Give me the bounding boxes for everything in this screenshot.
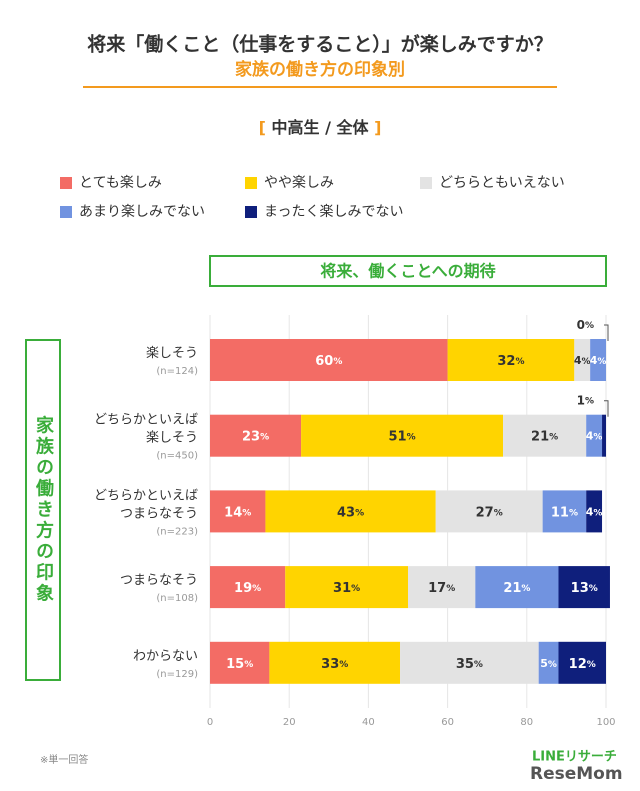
bar-segment: [210, 566, 286, 609]
bar-segment: [590, 339, 606, 381]
y-tick-label: どちらかといえばつまらなそう: [94, 488, 198, 521]
leader-line: [604, 400, 609, 417]
bar-segment: [435, 490, 543, 533]
value-label: 21%: [531, 429, 558, 444]
bar-segment: [269, 641, 401, 684]
bar-segment: [558, 641, 606, 684]
y-tick-label: 楽しそう: [146, 345, 198, 361]
bar-segment: [538, 641, 559, 684]
bar-segment: [301, 414, 504, 457]
value-label: 33%: [321, 656, 348, 671]
value-label: 51%: [388, 429, 415, 444]
value-label: 4%: [590, 354, 607, 367]
legend-swatch: [245, 206, 257, 218]
legend-label: やや楽しみ: [264, 175, 334, 191]
value-label: 14%: [224, 505, 251, 520]
value-label: 11%: [551, 505, 578, 520]
bar-segment: [285, 566, 408, 609]
bar-segment: [210, 339, 448, 381]
y-tick-label: どちらかといえば楽しそう: [94, 412, 198, 445]
bar-segment: [542, 490, 587, 533]
legend-label: とても楽しみ: [79, 175, 162, 191]
value-label: 4%: [586, 430, 603, 443]
legend-swatch: [420, 177, 432, 189]
value-label: 23%: [242, 429, 269, 444]
x-tick-label: 40: [362, 717, 375, 728]
legend-swatch: [60, 177, 72, 189]
category-note: (n=124): [156, 366, 198, 377]
y-tick-label: つまらなそう: [120, 573, 198, 588]
bar-segment: [475, 566, 559, 609]
value-label: 13%: [571, 581, 598, 596]
category-axis-box: [25, 339, 61, 681]
bar-segment: [586, 490, 603, 533]
category-note: (n=108): [156, 593, 198, 604]
value-label: 27%: [476, 505, 503, 520]
value-label: 31%: [333, 581, 360, 596]
x-tick-label: 60: [441, 717, 454, 728]
value-label: 43%: [337, 505, 364, 520]
legend-swatch: [60, 206, 72, 218]
value-label: 17%: [428, 581, 455, 596]
value-label: 19%: [234, 581, 261, 596]
category-axis-label: 家族の働き方の印象: [33, 414, 55, 604]
bar-segment: [210, 414, 302, 457]
value-label: 0%: [577, 318, 594, 332]
bar-segment: [210, 641, 270, 684]
bar-segment: [210, 490, 266, 533]
value-label: 4%: [586, 505, 603, 518]
header-box: [209, 255, 607, 287]
value-label: 21%: [503, 581, 530, 596]
footnote: ※単一回答: [40, 753, 88, 766]
watermark: ReseMom: [530, 764, 623, 784]
category-note: (n=129): [156, 669, 198, 680]
legend-label: どちらともいえない: [439, 175, 565, 191]
value-label: 1%: [577, 393, 594, 407]
bar-segment: [503, 414, 587, 457]
category-note: (n=223): [156, 526, 198, 537]
x-tick-label: 20: [283, 717, 296, 728]
bar-segment: [602, 414, 606, 457]
value-label: 32%: [497, 354, 524, 369]
value-label: 35%: [456, 656, 483, 671]
leader-line: [604, 324, 609, 341]
bar-segment: [408, 566, 476, 609]
legend-label: まったく楽しみでない: [264, 204, 403, 220]
x-tick-label: 80: [520, 717, 533, 728]
chart-title: 将来「働くこと（仕事をすること）」が楽しみですか？: [87, 33, 553, 56]
bar-segment: [447, 339, 575, 381]
x-tick-label: 100: [596, 717, 615, 728]
value-label: 60%: [315, 354, 342, 369]
chart-subtitle: 家族の働き方の印象別: [235, 59, 405, 80]
panel-label: [ 中高生 / 全体 ]: [259, 118, 382, 137]
bar-segment: [265, 490, 436, 533]
bar-segment: [574, 339, 591, 381]
value-axis-header: 将来、働くことへの期待: [320, 262, 495, 281]
value-label: 15%: [226, 656, 253, 671]
value-label: 4%: [574, 354, 591, 367]
legend-swatch: [245, 177, 257, 189]
bar-segment: [586, 414, 603, 457]
value-label: 12%: [569, 656, 596, 671]
x-tick-label: 0: [207, 717, 213, 728]
bar-segment: [400, 641, 539, 684]
legend-label: あまり楽しみでない: [79, 204, 205, 220]
value-label: 5%: [540, 657, 557, 670]
bar-segment: [558, 566, 610, 609]
y-tick-label: わからない: [133, 648, 198, 663]
source: LINEリサーチ: [532, 750, 617, 765]
category-note: (n=450): [156, 451, 198, 462]
